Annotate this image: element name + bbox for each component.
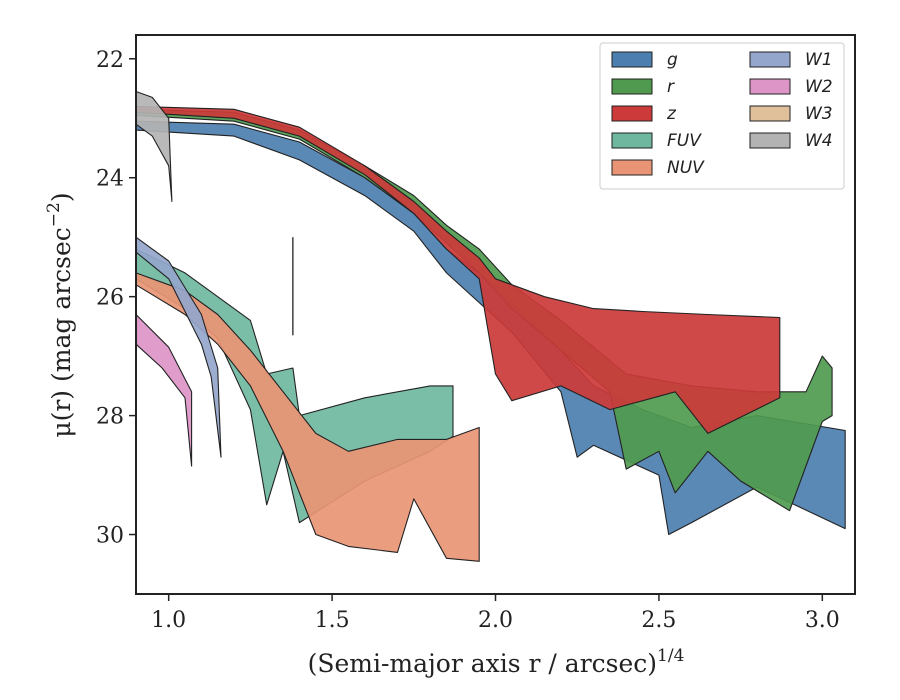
legend-swatch-w2 [749,78,791,95]
series-band-w4 [135,90,173,203]
y-tick-label: 24 [96,167,124,192]
legend-swatch-g [611,51,653,68]
legend-swatch-w4 [749,132,791,149]
series-band-w1 [135,236,222,458]
x-axis-label: (Semi-major axis r / arcsec)1/4 [308,646,685,678]
x-tick-label: 2.5 [641,608,676,633]
legend-label-fuv: FUV [667,131,702,151]
legend: grz FUV NUV W1 W2 W3 W4 [599,42,845,190]
y-axis-label: μ(r) (mag arcsec−2) [44,192,76,437]
legend-swatch-w1 [749,51,791,68]
x-tick-label: 2.0 [478,608,513,633]
x-axis-ticks: 1.0 1.5 2.0 2.5 3.0 [151,594,840,633]
legend-label-g: g [667,50,678,70]
series-band-z [135,105,781,434]
legend-label-w2: W2 [805,77,833,97]
y-axis-ticks: 22 24 26 28 30 [96,48,136,549]
y-tick-label: 22 [96,48,124,73]
x-tick-label: 3.0 [805,608,840,633]
legend-label-w4: W4 [805,131,833,151]
legend-label-w1: W1 [805,50,833,70]
x-tick-label: 1.0 [151,608,186,633]
y-tick-label: 28 [96,405,124,430]
legend-label-nuv: NUV [667,158,705,178]
legend-swatch-w3 [749,105,791,122]
legend-swatch-z [611,105,653,122]
y-tick-label: 30 [96,524,124,549]
x-tick-label: 1.5 [315,608,350,633]
legend-swatch-r [611,78,653,95]
series-band-nuv [135,272,480,562]
legend-label-z: z [666,104,677,124]
legend-label-w3: W3 [805,104,833,124]
series-layer [135,90,846,562]
series-band-w2 [135,313,193,467]
y-tick-label: 26 [96,286,124,311]
legend-swatch-fuv [611,132,653,149]
legend-swatch-nuv [611,159,653,176]
legend-label-r: r [667,77,675,97]
